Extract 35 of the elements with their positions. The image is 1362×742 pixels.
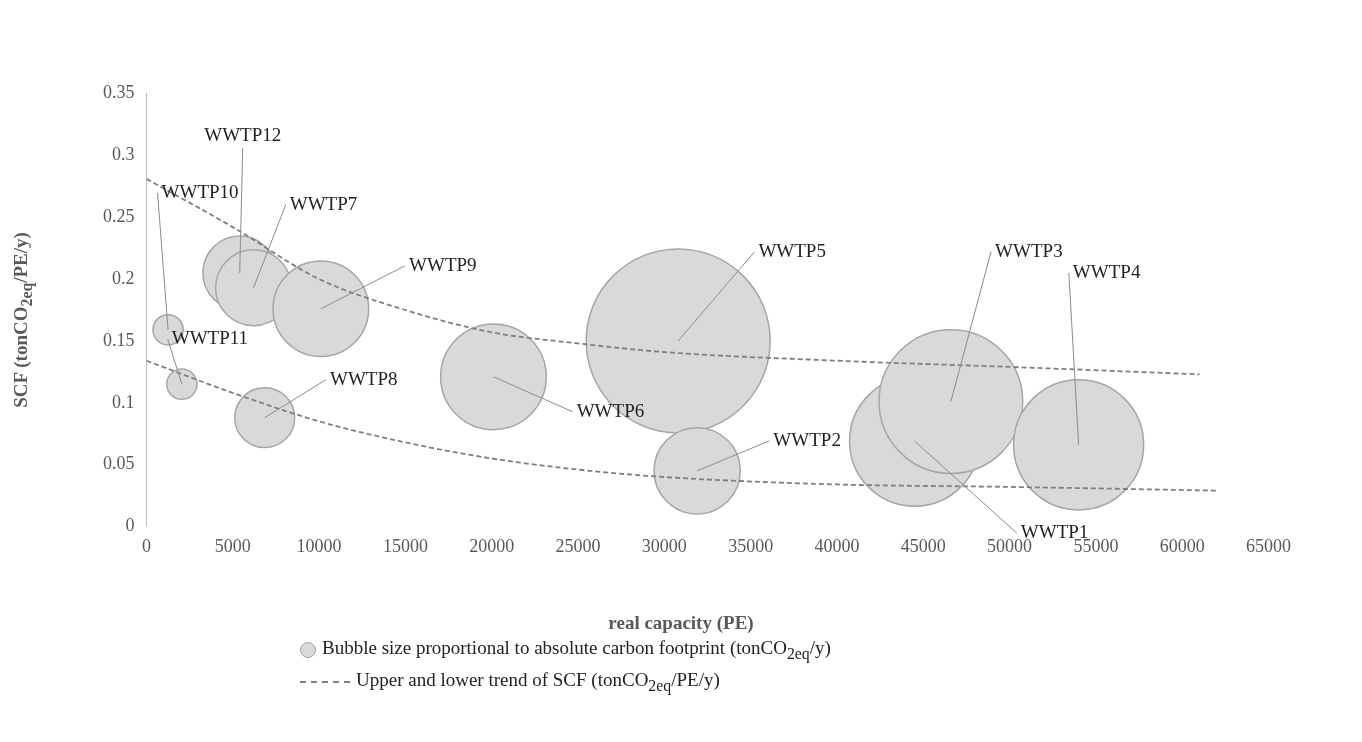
x-tick-label: 40000 [814,536,860,557]
y-tick-label: 0.35 [103,82,135,103]
y-tick-label: 0.2 [112,267,135,288]
annotation: WWTP9 [409,253,477,275]
x-tick-label: 10000 [296,536,342,557]
x-tick-label: 60000 [1159,536,1205,557]
annotation: WWTP11 [171,327,249,349]
x-tick-label: 0 [142,536,151,557]
annotation: WWTP10 [161,180,239,202]
x-tick-label: 25000 [555,536,601,557]
annotation: WWTP3 [995,239,1063,261]
x-tick-label: 30000 [641,536,687,557]
x-tick-label: 20000 [469,536,515,557]
x-tick-label: 35000 [728,536,774,557]
annotation: WWTP12 [204,123,282,145]
x-tick-label: 45000 [900,536,946,557]
y-tick-label: 0.15 [103,329,135,350]
legend-label: Bubble size proportional to absolute carbon footprint (tonCO$_{2eq}$/y) [322,637,831,663]
y-tick-label: 0 [125,515,135,536]
legend-label: Upper and lower trend of SCF (tonCO$_{2eq}$/PE/y) [356,669,720,695]
y-tick-label: 0.1 [112,391,135,412]
annotation: WWTP8 [329,367,398,389]
line-series [146,359,1218,492]
y-tick-label: 0.3 [112,144,135,165]
annotation: WWTP7 [289,192,358,214]
x-tick-label: 65000 [1246,536,1291,557]
y-tick-label: 0.05 [103,453,135,474]
x-tick-label: 15000 [382,536,428,557]
annotation: WWTP4 [1072,260,1141,282]
annotation: WWTP5 [758,239,826,261]
x-axis-title: real capacity (PE) [607,612,755,634]
annotation: WWTP6 [576,399,645,421]
annotation: WWTP2 [773,428,841,450]
x-tick-label: 5000 [214,536,251,557]
y-tick-label: 0.25 [103,205,135,226]
